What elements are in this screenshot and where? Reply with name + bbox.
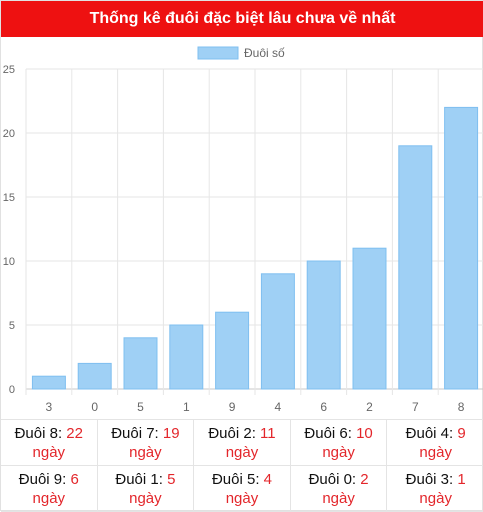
stat-unit: ngày [225,443,259,461]
bar-8 [444,106,479,390]
stat-cell: Đuôi 8: 22 ngày [1,420,98,466]
stat-unit: ngày [32,489,66,507]
stat-line: Đuôi 3: 1 [406,470,466,489]
stats-table: Đuôi 8: 22 ngày Đuôi 7: 19 ngày Đuôi 2: 11 ng… [1,419,483,512]
panel-title: Thống kê đuôi đặc biệt lâu chưa về nhất [1,1,483,37]
stat-value: 10 [356,424,373,442]
bar-1 [169,324,204,390]
stat-cell: Đuôi 7: 19 ngày [97,420,195,466]
stat-unit: ngày [225,489,259,507]
bar-7 [398,145,433,390]
bar-2 [352,247,387,390]
stat-unit: ngày [129,443,162,461]
y-tick-label: 25 [3,64,15,76]
stat-value: 19 [162,424,180,442]
stat-unit: ngày [419,489,452,507]
y-tick-label: 0 [9,384,15,396]
bar-4 [260,273,295,390]
stat-label: Đuôi 8: [14,424,67,442]
y-tick-label: 20 [3,128,15,140]
stat-cell: Đuôi 1: 5 ngày [97,466,195,512]
stat-value: 6 [70,470,79,488]
stat-value: 1 [457,470,466,488]
stat-label: Đuôi 3: [405,470,458,488]
stat-label: Đuôi 4: [405,424,458,442]
stat-cell: Đuôi 6: 10 ngày [290,420,388,466]
bar-9 [215,311,250,390]
stat-line: Đuôi 2: 11 [208,424,275,443]
stat-label: Đuôi 6: [304,424,357,442]
stat-line: Đuôi 4: 9 [406,424,466,443]
x-tick-label: 9 [229,400,236,414]
y-tick-label: 15 [3,192,15,204]
stat-line: Đuôi 0: 2 [309,470,369,489]
x-tick-label: 6 [320,400,327,414]
stat-cell: Đuôi 2: 11 ngày [194,420,291,466]
stat-cell: Đuôi 9: 6 ngày [1,466,98,512]
stat-value: 9 [457,424,466,442]
stat-unit: ngày [322,443,355,461]
bar-3 [31,375,66,390]
stat-line: Đuôi 7: 19 [111,424,179,443]
legend-label: Đuôi số [244,46,285,60]
stat-unit: ngày [322,489,355,507]
stat-label: Đuôi 0: [308,470,361,488]
x-tick-label: 1 [183,400,190,414]
stat-line: Đuôi 6: 10 [304,424,372,443]
x-tick-label: 0 [91,400,98,414]
stat-cell: Đuôi 3: 1 ngày [387,466,483,512]
stat-line: Đuôi 8: 22 [15,424,83,443]
stat-value: 22 [66,424,83,442]
bar-0 [77,362,112,390]
stat-line: Đuôi 9: 6 [19,470,79,489]
stat-label: Đuôi 2: [208,424,261,442]
x-tick-label: 3 [46,400,53,414]
stat-value: 4 [263,470,273,488]
x-tick-label: 7 [412,400,419,414]
stat-label: Đuôi 7: [111,424,163,442]
stat-label: Đuôi 5: [211,470,264,488]
stat-value: 5 [167,470,176,488]
y-tick-label: 10 [3,256,15,268]
stat-unit: ngày [32,443,66,461]
stat-unit: ngày [419,443,452,461]
stat-line: Đuôi 1: 5 [115,470,175,489]
x-tick-label: 5 [137,400,144,414]
legend-swatch [197,46,239,60]
stat-unit: ngày [129,489,162,507]
x-tick-label: 4 [275,400,282,414]
stat-label: Đuôi 1: [115,470,168,488]
y-tick-label: 5 [9,320,15,332]
stat-value: 2 [360,470,369,488]
stat-cell: Đuôi 5: 4 ngày [194,466,291,512]
stat-line: Đuôi 5: 4 [212,470,272,489]
bar-6 [306,260,341,390]
stat-cell: Đuôi 4: 9 ngày [387,420,483,466]
x-tick-label: 2 [366,400,373,414]
x-tick-label: 8 [458,400,465,414]
stat-value: 11 [260,424,276,442]
bar-5 [123,337,158,390]
stat-cell: Đuôi 0: 2 ngày [290,466,388,512]
stat-label: Đuôi 9: [18,470,71,488]
